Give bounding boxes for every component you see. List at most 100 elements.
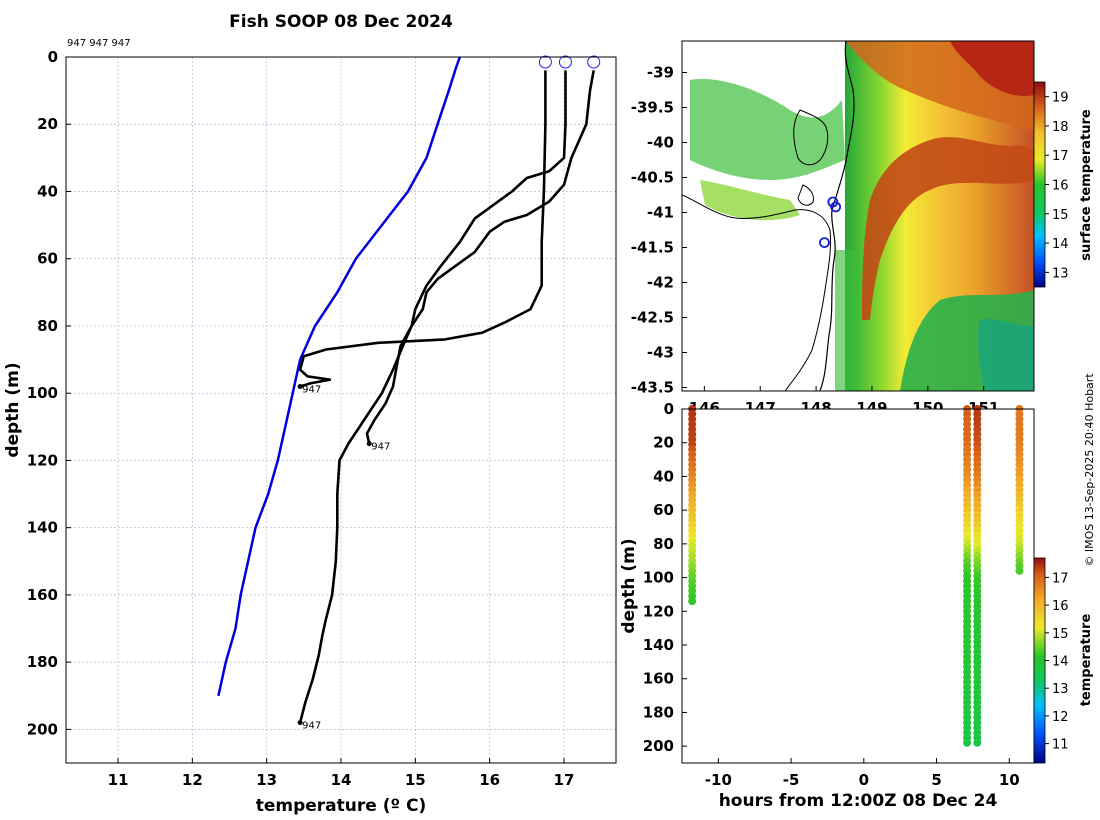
cast-1-sample	[688, 597, 697, 606]
time-depth-colorbar-tick-label: 15	[1052, 627, 1069, 642]
time-depth-x-tick-label: 10	[999, 771, 1020, 789]
map-y-tick-label: -39	[647, 64, 674, 82]
profile-x-label: temperature (º C)	[256, 796, 427, 816]
map-y-tick-label: -42.5	[631, 309, 674, 327]
map-coastal-green	[835, 250, 860, 391]
map-strait-yellowgreen	[700, 180, 800, 221]
map-y-tick-label: -39.5	[631, 99, 674, 117]
cast-3-sample	[973, 738, 982, 747]
map-y-tick-label: -41	[647, 204, 674, 222]
profile-start-marker	[558, 55, 572, 69]
credit-text: © IMOS 13-Sep-2025 20:40 Hobart	[1083, 373, 1096, 567]
profile-end-label: 947	[302, 384, 321, 395]
profile-x-tick-label: 13	[256, 771, 277, 789]
time-depth-y-tick-label: 80	[653, 535, 674, 553]
profile-x-tick-label: 16	[479, 771, 500, 789]
map-field	[682, 41, 1034, 391]
time-depth-y-tick-label: 180	[643, 703, 674, 721]
map-colorbar-ticks: 13 14 15 16 17 18 19	[1045, 91, 1069, 281]
cast-markers-layer	[688, 405, 1024, 747]
profile-lines-layer	[298, 70, 595, 724]
map-colorbar-tick-label: 19	[1052, 91, 1069, 106]
profile-plot: 947 947 947 947 947 947 11 12 13 14 15 16 17 0 20 4…	[3, 38, 617, 816]
map-y-tick-label: -40.5	[631, 169, 674, 187]
time-depth-x-tick-label: -5	[783, 771, 800, 789]
time-depth-colorbar-tick-label: 17	[1052, 571, 1069, 586]
time-depth-x-tick-label: 0	[859, 771, 869, 789]
map-colorbar	[1033, 81, 1046, 288]
profile-y-tick-label: 40	[37, 182, 58, 200]
map-land-tasmania	[682, 200, 760, 391]
profile-y-label: depth (m)	[3, 362, 23, 457]
time-depth-y-tick-label: 60	[653, 501, 674, 519]
profile-x-tick-label: 15	[405, 771, 426, 789]
map-colorbar-tick-label: 13	[1052, 266, 1069, 281]
profile-y-tick-label: 120	[27, 451, 58, 469]
map-y-tick-label: -42	[647, 274, 674, 292]
profile-end-dot	[366, 441, 372, 447]
map-coastline	[682, 194, 831, 391]
profile-start-marker	[587, 55, 601, 69]
profile-end-label: 947	[302, 721, 321, 732]
time-depth-x-tick-label: -10	[705, 771, 732, 789]
profile-x-tick-label: 14	[331, 771, 352, 789]
time-depth-y-tick-label: 20	[653, 434, 674, 452]
time-depth-colorbar-tick-label: 14	[1052, 655, 1069, 670]
climatology-layer	[217, 56, 462, 697]
map-ticks: -39 -39.5 -40 -40.5 -41 -41.5 -42 -42.5 -43 -43.5…	[631, 64, 1000, 418]
time-depth-colorbar-tick-label: 12	[1052, 710, 1069, 725]
map-cooler-patch	[977, 318, 1034, 391]
map-track-marker	[819, 237, 830, 249]
profile-line-2	[365, 70, 567, 444]
profile-end-dot	[297, 720, 303, 726]
time-depth-x-label: hours from 12:00Z 08 Dec 24	[719, 791, 998, 811]
map-colorbar-tick-label: 16	[1052, 179, 1069, 194]
cast-2-sample	[963, 738, 972, 747]
map-colorbar-tick-label: 15	[1052, 208, 1069, 223]
profile-start-marker	[538, 55, 552, 69]
profile-y-tick-label: 160	[27, 586, 58, 604]
profile-x-tick-label: 17	[554, 771, 575, 789]
map-colorbar-tick-label: 14	[1052, 237, 1069, 252]
time-depth-y-tick-label: 0	[664, 400, 674, 418]
map-warm-current	[862, 137, 1034, 320]
time-depth-colorbar-label: temperature	[1079, 614, 1094, 707]
time-depth-colorbar-tick-label: 16	[1052, 599, 1069, 614]
profile-x-tick-label: 12	[182, 771, 203, 789]
map-land-north	[682, 41, 845, 110]
map-hot-patch	[950, 41, 1034, 96]
time-depth-y-tick-label: 200	[643, 737, 674, 755]
time-depth-y-tick-label: 100	[643, 569, 674, 587]
map-tracks	[819, 196, 842, 249]
time-depth-colorbar	[1033, 557, 1046, 764]
map-colorbar-tick-label: 18	[1052, 120, 1069, 135]
map-colorbar-tick-label: 17	[1052, 149, 1069, 164]
profile-x-tick-label: 11	[108, 771, 129, 789]
profile-y-tick-label: 200	[27, 720, 58, 738]
map-track-marker	[830, 201, 842, 213]
time-depth-y-label: depth (m)	[619, 538, 639, 633]
profile-y-tick-label: 180	[27, 653, 58, 671]
time-depth-y-tick-label: 140	[643, 636, 674, 654]
profile-y-tick-label: 100	[27, 384, 58, 402]
time-depth-y-tick-label: 40	[653, 467, 674, 485]
profile-markers-layer: 947 947 947	[297, 55, 601, 732]
map-islands	[793, 109, 829, 206]
climatology-line	[217, 56, 462, 697]
time-depth-colorbar-tick-label: 11	[1052, 738, 1069, 753]
time-depth-colorbar-tick-label: 13	[1052, 682, 1069, 697]
map-strait-green	[690, 79, 845, 180]
profile-top-label: 947 947 947	[67, 38, 131, 49]
time-depth-y-tick-label: 160	[643, 670, 674, 688]
profile-end-dot	[297, 383, 303, 389]
profile-y-tick-label: 140	[27, 519, 58, 537]
profile-ticks: 11 12 13 14 15 16 17 0 20 40 60 80 100 120 140 160 180 20…	[27, 48, 575, 789]
time-depth-x-tick-label: 5	[931, 771, 941, 789]
profile-y-tick-label: 60	[37, 250, 58, 268]
profile-y-tick-label: 80	[37, 317, 58, 335]
map-y-tick-label: -40	[647, 134, 674, 152]
sst-map: -39 -39.5 -40 -40.5 -41 -41.5 -42 -42.5 -43 -43.5…	[631, 40, 1094, 418]
